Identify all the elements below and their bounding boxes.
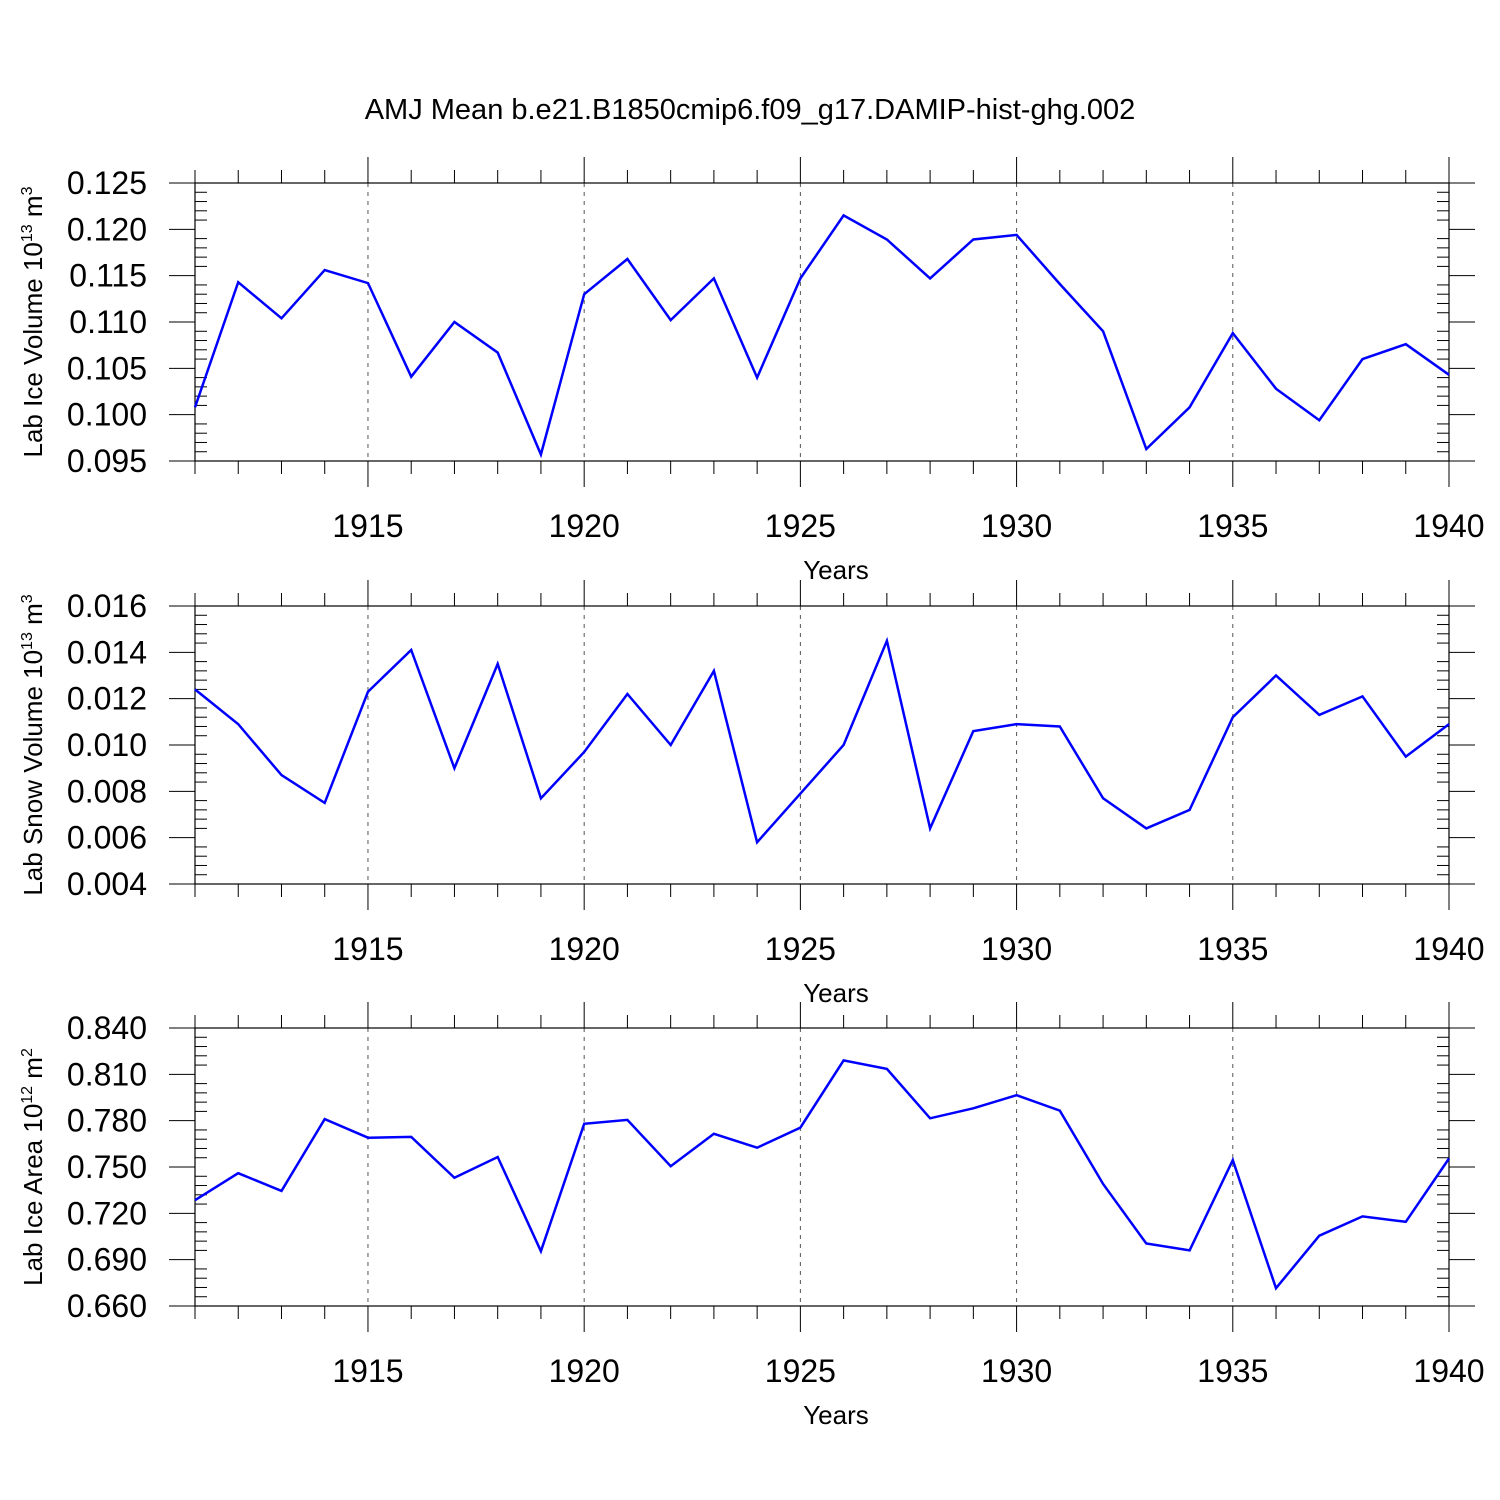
y-tick-label: 0.016: [67, 588, 147, 624]
y-tick-label: 0.720: [67, 1195, 147, 1231]
series-line: [193, 213, 1450, 459]
x-tick-label: 1915: [332, 508, 403, 544]
x-axis-title: Years: [803, 1400, 869, 1430]
panel-2: 0.004 0.006 0.008 0.010 0.012 0.014 0.016 1915 1…: [18, 580, 1485, 1008]
panel-3: 0.660 0.690 0.720 0.750 0.780 0.810 0.840 1915 1…: [18, 1002, 1485, 1430]
y-tick-label: 0.120: [67, 211, 147, 247]
y-tick-label: 0.095: [67, 443, 147, 479]
y-tick-label: 0.014: [67, 634, 147, 670]
x-tick-label: 1915: [332, 1353, 403, 1389]
y-tick-label: 0.690: [67, 1242, 147, 1278]
x-tick-label: 1935: [1197, 931, 1268, 967]
x-tick-label: 1920: [549, 508, 620, 544]
y-axis-title: Lab Snow Volume 1013 m3: [18, 594, 48, 895]
x-axis-title: Years: [803, 978, 869, 1008]
y-tick-label: 0.750: [67, 1149, 147, 1185]
y-tick-label: 0.660: [67, 1288, 147, 1324]
y-tick-label: 0.810: [67, 1056, 147, 1092]
y-axis-title: Lab Ice Volume 1013 m3: [18, 186, 48, 457]
figure-title: AMJ Mean b.e21.B1850cmip6.f09_g17.DAMIP-…: [365, 94, 1136, 126]
x-tick-label: 1915: [332, 931, 403, 967]
x-tick-label: 1925: [765, 508, 836, 544]
y-tick-label: 0.006: [67, 820, 147, 856]
x-tick-label: 1940: [1413, 1353, 1484, 1389]
y-tick-label: 0.010: [67, 727, 147, 763]
x-axis-title: Years: [803, 555, 869, 585]
y-tick-label: 0.012: [67, 681, 147, 717]
plot-frame: [194, 1027, 1450, 1307]
y-tick-label: 0.004: [67, 866, 147, 902]
y-tick-label: 0.125: [67, 165, 147, 201]
x-tick-label: 1925: [765, 1353, 836, 1389]
y-tick-label: 0.840: [67, 1010, 147, 1046]
x-tick-label: 1930: [981, 508, 1052, 544]
x-tick-label: 1935: [1197, 508, 1268, 544]
y-tick-label: 0.105: [67, 350, 147, 386]
plot-frame: [194, 605, 1450, 885]
x-tick-label: 1940: [1413, 931, 1484, 967]
x-tick-label: 1920: [549, 1353, 620, 1389]
y-tick-label: 0.100: [67, 397, 147, 433]
series-line: [194, 636, 1450, 845]
series-line: [194, 1059, 1451, 1291]
x-tick-label: 1925: [765, 931, 836, 967]
x-tick-label: 1940: [1413, 508, 1484, 544]
x-tick-label: 1935: [1197, 1353, 1268, 1389]
plot-frame: [194, 182, 1450, 462]
x-tick-label: 1920: [549, 931, 620, 967]
panel-1: 0.095 0.100 0.105 0.110 0.115 0.120 0.125 1915 1…: [18, 157, 1485, 585]
y-tick-label: 0.115: [69, 258, 147, 294]
y-tick-label: 0.110: [69, 304, 147, 340]
y-tick-label: 0.008: [67, 773, 147, 809]
x-tick-label: 1930: [981, 931, 1052, 967]
x-tick-label: 1930: [981, 1353, 1052, 1389]
y-axis-title: Lab Ice Area 1012 m2: [18, 1048, 48, 1286]
y-tick-label: 0.780: [67, 1103, 147, 1139]
